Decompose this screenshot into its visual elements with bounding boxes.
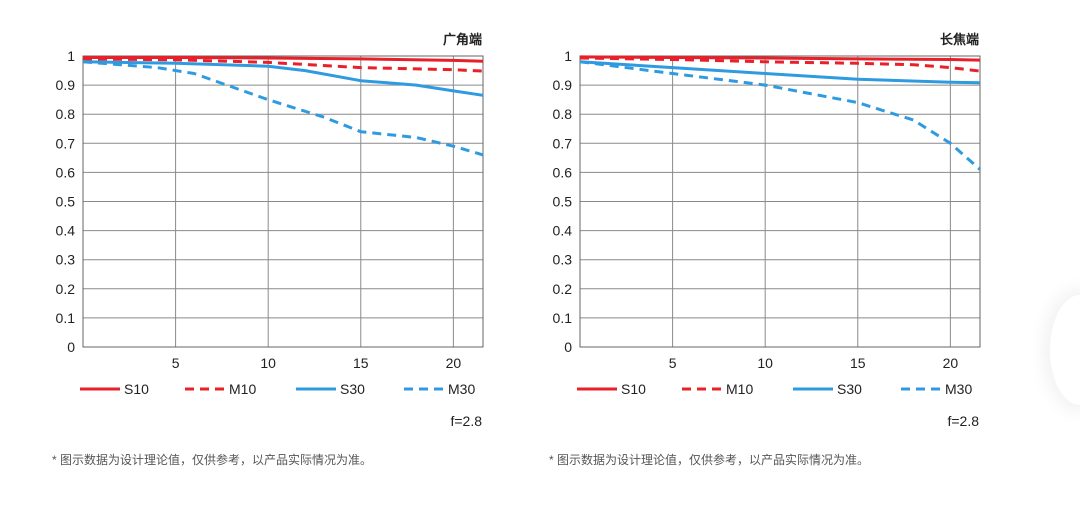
mtf-chart-tele: 00.10.20.30.40.50.60.70.80.915 10 15 20长焦端S… (553, 32, 981, 429)
y-tick-label: 0.8 (553, 106, 573, 122)
y-tick-label: 0.6 (553, 164, 573, 180)
y-tick-label: 0 (564, 339, 572, 355)
series-line-m30 (82, 60, 484, 157)
y-tick-label: 0.2 (553, 281, 573, 297)
y-tick-label: 0.1 (553, 310, 573, 326)
x-tick-label: 10 (260, 355, 276, 371)
mtf-panel-wide: 0 0.1 0.2 0.3 0.4 0.5 0.6 0.7 0.8 0.9 1 5 10 15 20 广角端 S… (0, 0, 520, 507)
mtf-chart-wide: 00.10.20.30.40.50.60.70.80.915 10 15 20广角端S… (56, 32, 484, 429)
y-tick-label: 1 (564, 48, 572, 64)
series-line-s10 (83, 56, 484, 63)
y-tick-label: 0.3 (553, 252, 573, 268)
x-tick-label: 20 (943, 355, 959, 371)
scroll-edge-shadow (1050, 295, 1080, 405)
y-tick-label: 0.4 (56, 223, 76, 239)
y-tick-label: 0.9 (553, 77, 573, 93)
legend-label-s10: S10 (621, 381, 646, 397)
legend-label-m30: M30 (945, 381, 972, 397)
y-tick-label: 0.4 (553, 223, 573, 239)
y-tick-label: 0 (67, 339, 75, 355)
footnote-wide: * 图示数据为设计理论值，仅供参考，以产品实际情况为准。 (52, 453, 373, 467)
y-tick-label: 0.9 (56, 77, 76, 93)
y-tick-label: 0.7 (56, 135, 76, 151)
x-tick-label: 5 (172, 355, 180, 371)
y-tick-label: 0.2 (56, 281, 76, 297)
series-line-m10 (579, 56, 981, 73)
aperture-note: f=2.8 (947, 413, 979, 429)
plot-frame (579, 55, 981, 348)
series-line-m10 (82, 57, 484, 73)
x-tick-label: 10 (757, 355, 773, 371)
series-line-s30 (579, 60, 981, 85)
mtf-panel-tele: 0 0.1 0.2 0.3 0.4 0.5 0.6 0.7 0.8 0.9 1 5 10 15 20 长焦端 S… (497, 0, 1017, 507)
series-line-m30 (579, 60, 981, 171)
chart-title: 广角端 (443, 32, 482, 47)
y-tick-label: 0.5 (553, 194, 573, 210)
y-tick-label: 0.5 (56, 194, 76, 210)
x-tick-label: 20 (446, 355, 462, 371)
legend-label-s10: S10 (124, 381, 149, 397)
y-tick-label: 0.3 (56, 252, 76, 268)
legend-label-m10: M10 (726, 381, 753, 397)
y-tick-label: 1 (67, 48, 75, 64)
series-line-s30 (82, 60, 484, 97)
y-tick-label: 0.6 (56, 164, 76, 180)
y-tick-label: 0.7 (553, 135, 573, 151)
legend-label-s30: S30 (837, 381, 862, 397)
x-tick-label: 5 (669, 355, 677, 371)
chart-title: 长焦端 (940, 32, 979, 47)
aperture-note: f=2.8 (450, 413, 482, 429)
series-line-s10 (579, 55, 981, 62)
footnote-tele: * 图示数据为设计理论值，仅供参考，以产品实际情况为准。 (549, 453, 870, 467)
y-tick-label: 0.1 (56, 310, 76, 326)
y-tick-label: 0.8 (56, 106, 76, 122)
x-tick-label: 15 (850, 355, 866, 371)
x-tick-label: 15 (353, 355, 369, 371)
legend-label-m30: M30 (448, 381, 475, 397)
legend-label-m10: M10 (229, 381, 256, 397)
plot-frame (82, 55, 484, 348)
legend-label-s30: S30 (340, 381, 365, 397)
